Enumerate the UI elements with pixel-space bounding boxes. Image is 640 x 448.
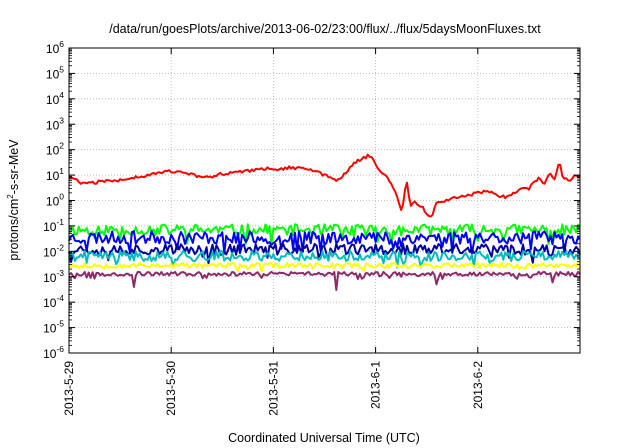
y-tick-label: 10-5 [43, 319, 64, 336]
chart-title: /data/run/goesPlots/archive/2013-06-02/2… [109, 22, 541, 36]
y-axis-label-sup: 2 [6, 194, 15, 199]
series-group [68, 153, 581, 291]
x-tick-label: 2013-5-29 [62, 361, 76, 416]
series-line [68, 230, 581, 255]
y-tick-label: 10-2 [43, 242, 64, 259]
series-line [68, 153, 581, 218]
y-tick-label: 106 [46, 39, 64, 56]
series-line [68, 243, 581, 265]
x-tick-labels: 2013-5-29 2013-5-30 2013-5-31 2013-6-1 2013-… [62, 361, 485, 416]
x-tick-label: 2013-6-2 [471, 361, 485, 409]
x-tick-label: 2013-6-1 [369, 361, 383, 409]
x-tick-label: 2013-5-30 [164, 361, 178, 416]
y-tick-label: 103 [46, 115, 64, 132]
y-tick-label: 101 [46, 166, 64, 183]
series-line [68, 270, 581, 291]
y-tick-labels: 10-6 10-5 10-4 10-3 10-2 10-1 100 101 102 103 104 1… [43, 39, 64, 361]
y-tick-label: 100 [46, 192, 64, 209]
y-tick-label: 10-6 [43, 344, 64, 361]
y-tick-label: 105 [46, 64, 64, 81]
series-line [68, 261, 581, 273]
y-tick-label: 10-3 [43, 268, 64, 285]
y-tick-label: 10-4 [43, 293, 64, 310]
x-tick-label: 2013-5-31 [266, 361, 280, 416]
series-line [68, 250, 581, 269]
y-axis-label: protons/cm2-s-sr-MeV [6, 139, 21, 261]
grid [69, 48, 580, 353]
y-tick-label: 102 [46, 141, 64, 158]
y-axis-label-rest: -s-sr-MeV [7, 139, 21, 195]
x-axis-label: Coordinated Universal Time (UTC) [228, 431, 420, 445]
y-axis-label-main: protons/cm [7, 199, 21, 261]
y-tick-label: 10-1 [43, 217, 64, 234]
y-tick-label: 104 [46, 90, 64, 107]
axis-ticks [68, 47, 580, 354]
series-line [68, 223, 581, 246]
